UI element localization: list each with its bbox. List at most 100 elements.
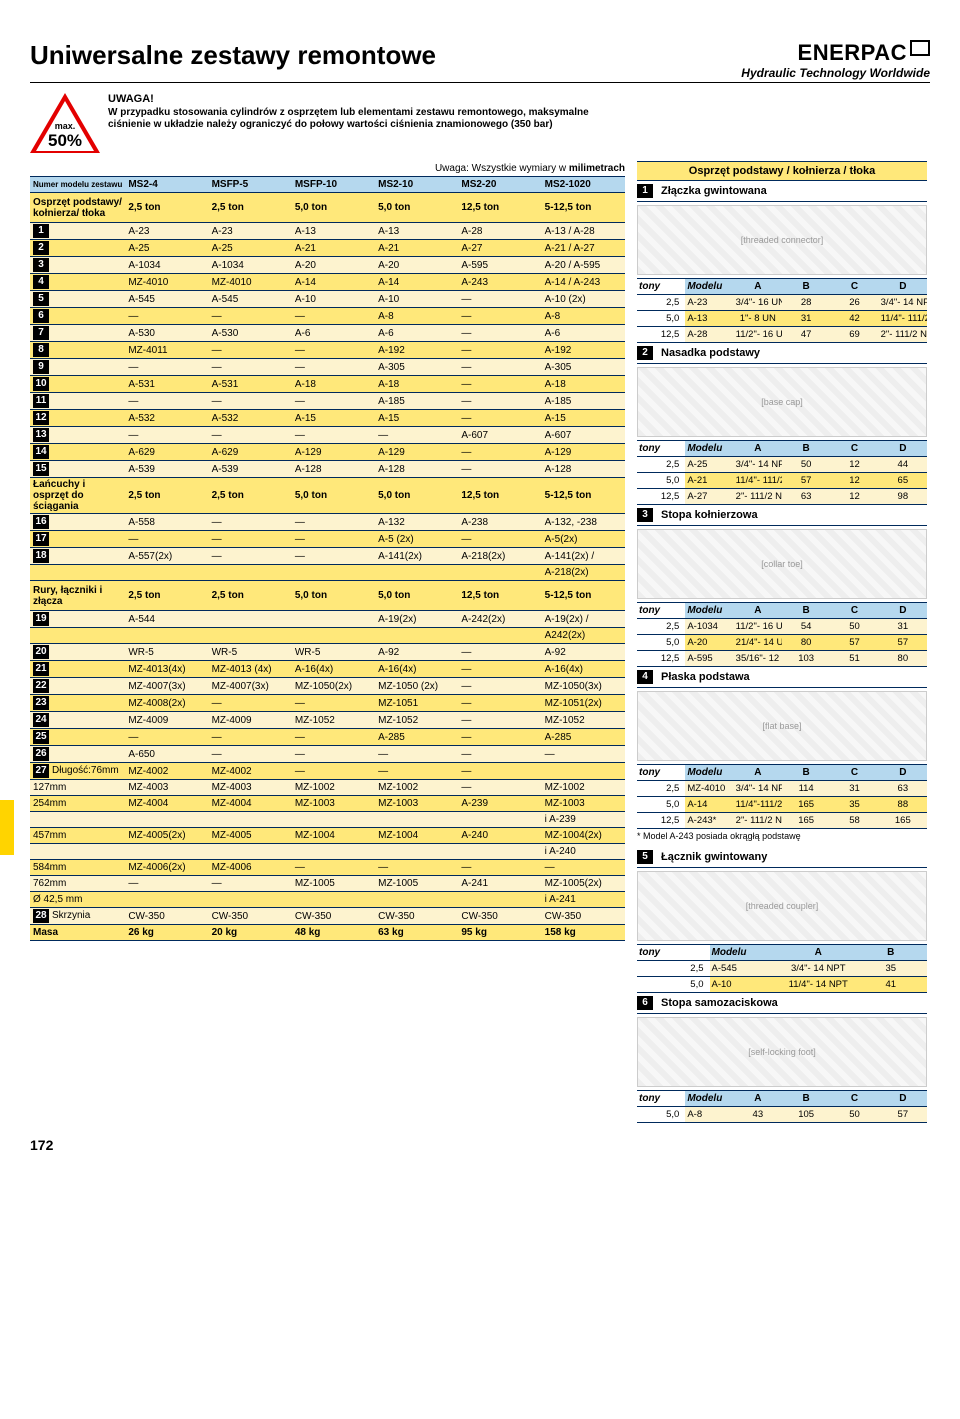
data-cell: MZ-4003 [209, 780, 292, 796]
ton-cell: 2,5 ton [125, 193, 208, 223]
table-row: 1A-23A-23A-13A-13A-28A-13 / A-28 [30, 223, 625, 240]
row-number-badge: 5 [33, 292, 49, 306]
data-cell: A-92 [375, 644, 458, 661]
data-cell: MZ-1005(2x) [542, 876, 625, 892]
part-data-cell: 69 [830, 327, 878, 343]
part-col-header: tony [637, 1091, 685, 1107]
data-cell: A-23 [209, 223, 292, 240]
data-cell: MZ-1051(2x) [542, 695, 625, 712]
data-cell: — [375, 427, 458, 444]
row-number-badge: 1 [33, 224, 49, 238]
part-col-header: A [782, 945, 855, 961]
row-index-cell: 584mm [30, 860, 125, 876]
data-cell: A-25 [125, 240, 208, 257]
part-data-cell: 2,5 [637, 961, 710, 977]
data-cell: A-6 [292, 325, 375, 342]
row-number-badge: 27 [33, 764, 49, 778]
part-col-header: A [734, 603, 782, 619]
part-header: 6Stopa samozaciskowa [637, 993, 927, 1014]
data-cell: A-10 (2x) [542, 291, 625, 308]
part-col-header: B [782, 441, 830, 457]
part-col-header: A [734, 1091, 782, 1107]
data-cell: A-305 [542, 359, 625, 376]
part-data-cell: 35/16"- 12 UN [734, 651, 782, 667]
part-table-header: tonyModeluABCD [637, 441, 927, 457]
row-index-cell: 9 [30, 359, 125, 376]
data-cell: A-18 [542, 376, 625, 393]
row-index-cell: 457mm [30, 828, 125, 844]
main-parts-table: Numer modelu zestawu MS2-4 MSFP-5 MSFP-1… [30, 176, 625, 941]
col-header: MS2-4 [125, 177, 208, 193]
part-table-row: 2,5A-233/4"- 16 UN28263/4"- 14 NPT [637, 295, 927, 311]
part-number-badge: 6 [637, 996, 653, 1010]
units-note: Uwaga: Wszystkie wymiary w milimetrach [30, 163, 625, 174]
data-cell: i A-240 [542, 844, 625, 860]
ton-cell: 5,0 ton [292, 193, 375, 223]
data-cell: A-21 [292, 240, 375, 257]
data-cell: A-8 [542, 308, 625, 325]
data-cell: A-558 [125, 514, 208, 531]
part-data-cell: 1"- 8 UN [734, 311, 782, 327]
part-data-cell: A-21 [685, 473, 733, 489]
data-cell: A-241 [458, 876, 541, 892]
data-cell: A-218(2x) [458, 548, 541, 565]
data-cell: MZ-1004 [292, 828, 375, 844]
part-number-badge: 1 [637, 184, 653, 198]
data-cell: — [125, 359, 208, 376]
part-data-cell: 11/4"-111/2 NPT [734, 797, 782, 813]
part-col-header: B [782, 765, 830, 781]
part-data-cell: 31 [782, 311, 830, 327]
part-data-cell: A-20 [685, 635, 733, 651]
part-name: Stopa kołnierzowa [661, 509, 758, 521]
band-row: Osprzęt podstawy/ kołnierza/ tłoka2,5 to… [30, 193, 625, 223]
data-cell: A-15 [542, 410, 625, 427]
brand-block: ENERPAC Hydraulic Technology Worldwide [741, 40, 930, 80]
data-cell: — [458, 763, 541, 780]
part-data-cell: 2,5 [637, 295, 685, 311]
data-cell: A-305 [375, 359, 458, 376]
data-cell: A-531 [209, 376, 292, 393]
part-data-cell: 2"- 111/2 NPT [879, 327, 927, 343]
data-cell: — [125, 729, 208, 746]
part-col-header: Modelu [710, 945, 783, 961]
table-row: 9———A-305—A-305 [30, 359, 625, 376]
data-cell: — [292, 695, 375, 712]
data-cell: A-141(2x) / [542, 548, 625, 565]
part-col-header: D [879, 279, 927, 295]
data-cell: A-128 [542, 461, 625, 478]
row-number-badge: 3 [33, 258, 49, 272]
part-number-badge: 3 [637, 508, 653, 522]
part-data-cell: 2,5 [637, 619, 685, 635]
data-cell: MZ-4005 [209, 828, 292, 844]
part-header: 2Nasadka podstawy [637, 343, 927, 364]
data-cell: — [458, 291, 541, 308]
data-cell: A-544 [125, 611, 208, 628]
row-number-badge: 4 [33, 275, 49, 289]
data-cell: A-539 [125, 461, 208, 478]
part-col-header: C [830, 1091, 878, 1107]
data-cell: CW-350 [458, 908, 541, 925]
part-data-cell: 12 [830, 473, 878, 489]
part-illustration: [collar toe] [637, 529, 927, 599]
part-data-cell: A-28 [685, 327, 733, 343]
row-sublabel: Masa [33, 927, 58, 938]
part-dim-table: tonyModeluABCD2,5A-103411/2"- 16 UN54503… [637, 602, 927, 667]
data-cell: A-27 [458, 240, 541, 257]
data-cell: A-20 [375, 257, 458, 274]
band-row: Łańcuchy i osprzęt do ściągania2,5 ton2,… [30, 478, 625, 514]
data-cell: — [292, 548, 375, 565]
data-cell: 20 kg [209, 925, 292, 941]
data-cell: — [375, 860, 458, 876]
row-sublabel: 762mm [33, 878, 66, 889]
data-cell: WR-5 [209, 644, 292, 661]
row-index-cell: 6 [30, 308, 125, 325]
data-cell: — [209, 695, 292, 712]
part-table-row: 5,0A-1011/4"- 14 NPT41 [637, 977, 927, 993]
band-label: Osprzęt podstawy/ kołnierza/ tłoka [30, 193, 125, 223]
part-col-header: tony [637, 765, 685, 781]
data-cell: — [209, 342, 292, 359]
data-cell: A-14 [292, 274, 375, 291]
ton-cell: 5,0 ton [375, 581, 458, 611]
data-cell: WR-5 [292, 644, 375, 661]
data-cell: A-539 [209, 461, 292, 478]
